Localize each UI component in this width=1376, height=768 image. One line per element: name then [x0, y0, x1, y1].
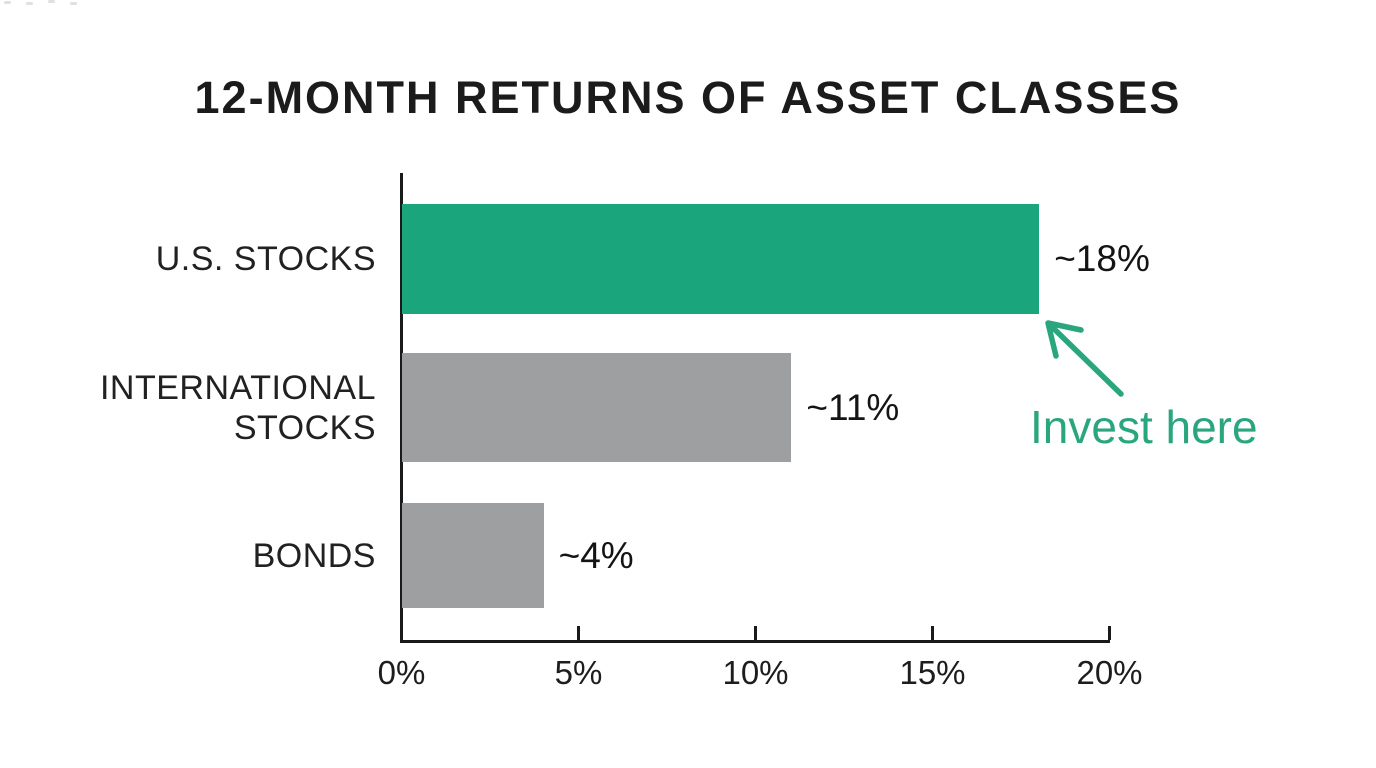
value-label-u-s-stocks: ~18% — [1054, 238, 1150, 279]
value-label-international-stocks: ~11% — [806, 386, 900, 428]
category-label-international-stocks: INTERNATIONAL STOCKS — [99, 368, 376, 447]
scan-artifact — [70, 2, 77, 5]
value-label-bonds: ~4% — [558, 534, 634, 576]
y-axis-line — [400, 173, 403, 643]
bar-bonds — [402, 503, 544, 608]
bar-u-s-stocks — [402, 204, 1040, 314]
x-axis-tick — [1108, 626, 1111, 640]
scan-artifact — [48, 0, 55, 3]
x-axis-tick-label: 5% — [554, 654, 603, 691]
x-axis-tick — [754, 626, 757, 640]
chart-title: 12-MONTH RETURNS OF ASSET CLASSES — [194, 72, 1182, 123]
x-axis-tick-label: 10% — [722, 654, 789, 691]
scan-artifact — [26, 2, 33, 5]
scan-artifact — [4, 1, 11, 4]
invest-arrow-path — [1045, 320, 1124, 397]
category-label-bonds: BONDS — [252, 536, 376, 575]
x-axis-tick — [931, 626, 934, 640]
x-axis-tick — [577, 626, 580, 640]
x-axis-tick-label: 15% — [899, 654, 966, 691]
x-axis-tick-label: 20% — [1076, 654, 1143, 691]
category-label-u-s-stocks: U.S. STOCKS — [155, 239, 376, 278]
x-axis-tick-label: 0% — [377, 654, 426, 691]
x-axis-line — [400, 640, 1110, 643]
invest-here-annotation: Invest here — [1030, 401, 1258, 453]
bar-international-stocks — [402, 353, 792, 462]
